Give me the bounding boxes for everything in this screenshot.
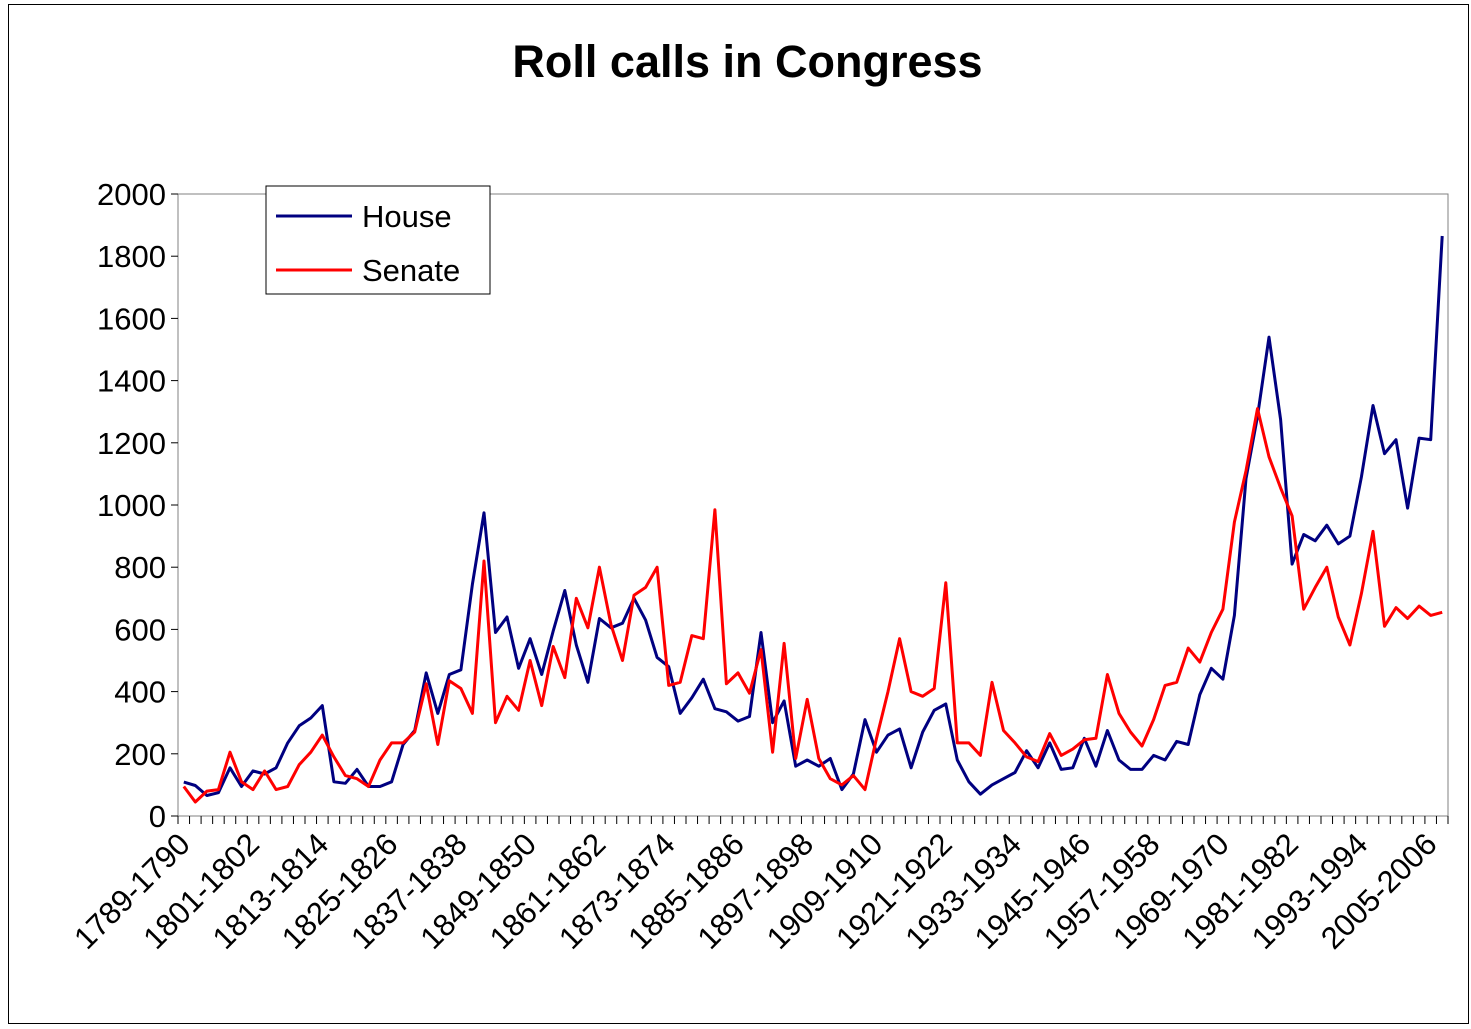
series-line-house [183, 235, 1444, 797]
x-axis: 1789-17901801-18021813-18141825-18261837… [67, 816, 1449, 956]
legend: House Senate [265, 185, 491, 295]
y-tick-label: 1600 [97, 301, 166, 336]
y-tick-label: 400 [114, 675, 166, 710]
y-tick-label: 1000 [97, 488, 166, 523]
y-tick-label: 600 [114, 612, 166, 647]
y-tick-label: 0 [149, 799, 166, 834]
plot-area [177, 193, 1449, 817]
y-tick-label: 1400 [97, 364, 166, 399]
y-tick-label: 2000 [97, 177, 166, 212]
legend-label-house: House [362, 199, 452, 234]
series-line-senate [182, 407, 1443, 804]
series-lines [182, 235, 1444, 804]
y-tick-label: 1800 [97, 239, 166, 274]
y-axis: 0 200 400 600 800 1000 1200 1400 1600 1800 2000 [97, 177, 178, 834]
legend-box [265, 185, 491, 295]
legend-label-senate: Senate [362, 253, 460, 288]
y-tick-label: 1200 [97, 426, 166, 461]
chart-title: Roll calls in Congress [512, 36, 983, 87]
y-tick-label: 800 [114, 550, 166, 585]
y-tick-label: 200 [114, 737, 166, 772]
